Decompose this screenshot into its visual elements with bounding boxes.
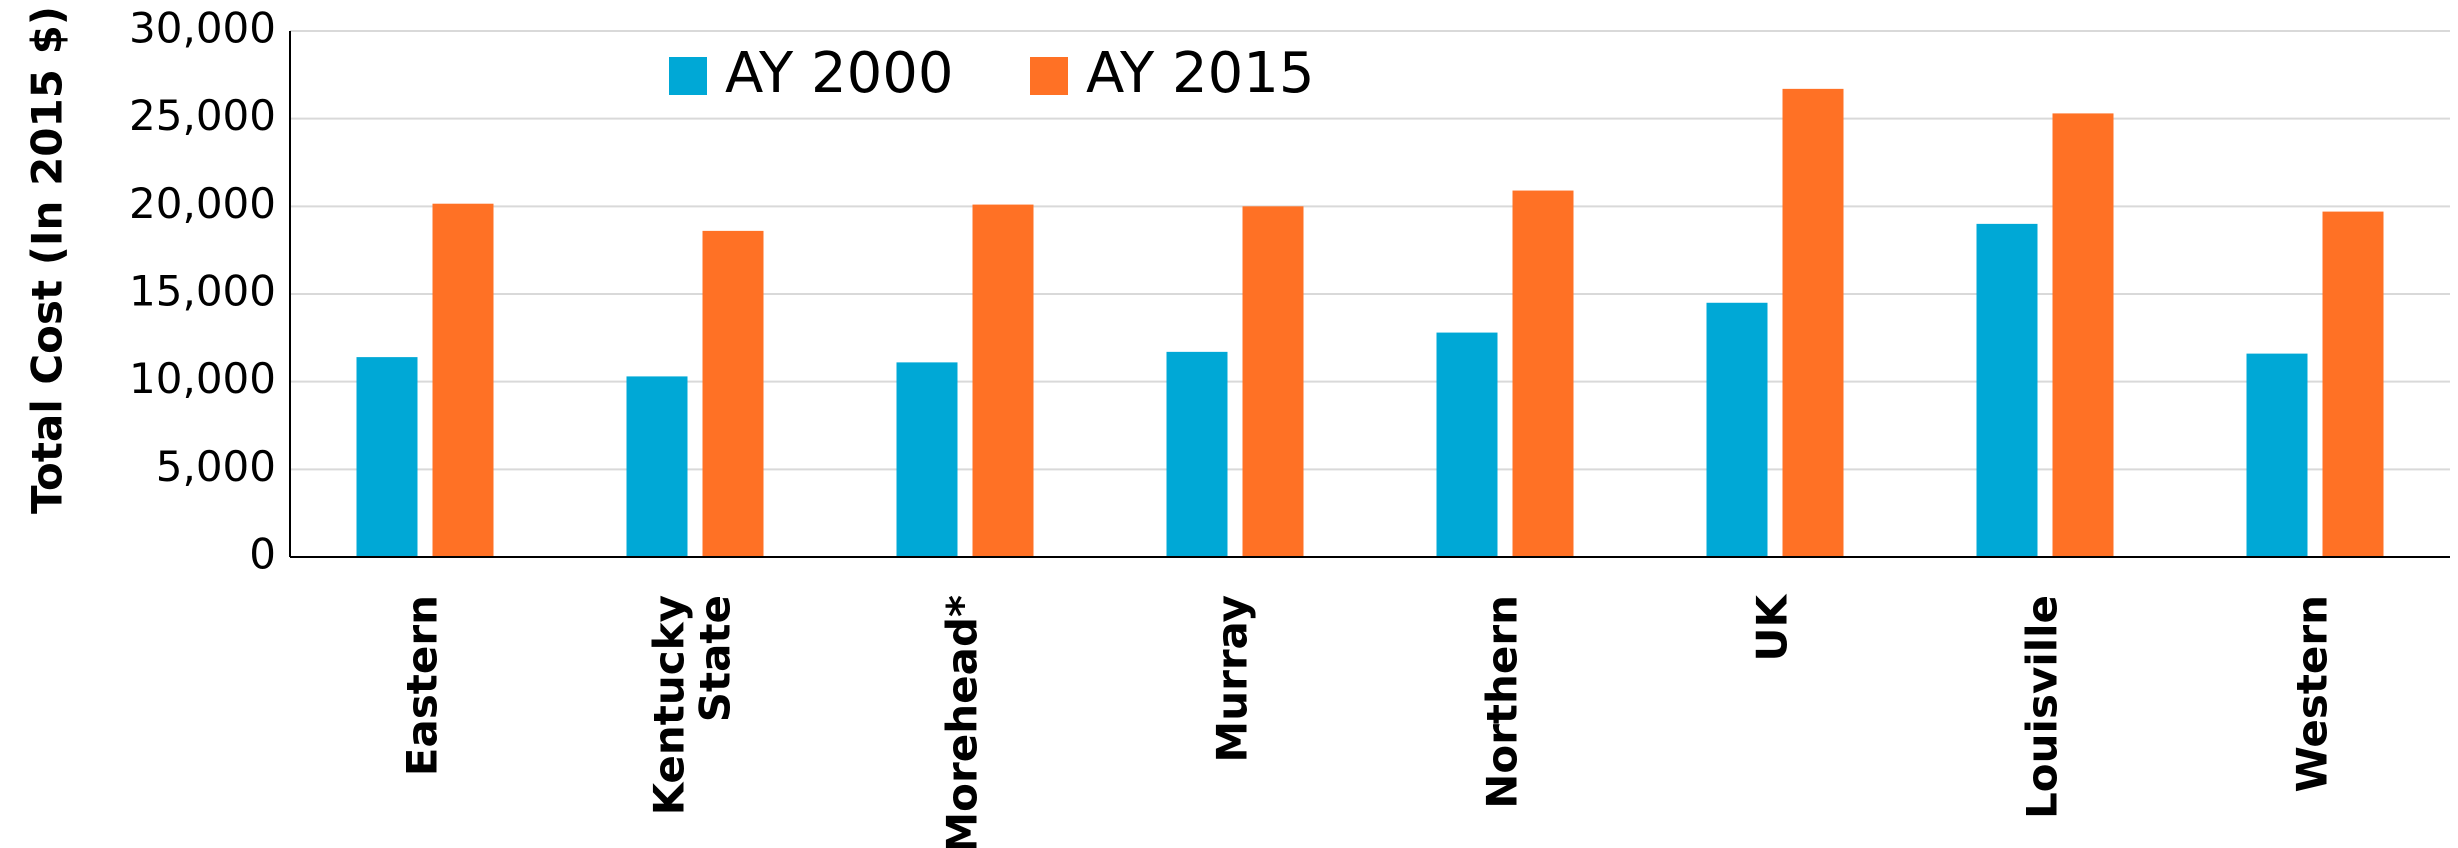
x-tick-label: Northern [1478,595,1527,809]
bar [1436,332,1498,557]
bar [972,204,1034,557]
legend-swatch [1030,57,1068,95]
bar [1976,223,2038,557]
y-axis-title: Total Cost (In 2015 $) [23,6,72,514]
bar [1166,351,1228,557]
bar [1512,190,1574,557]
x-tick-label: Morehead* [938,595,987,848]
y-tick-label: 20,000 [129,179,276,228]
bar [432,203,494,557]
bar [626,376,688,557]
x-tick-label: Western [2288,595,2337,793]
bar [2246,353,2308,557]
legend-label: AY 2000 [725,41,953,106]
x-tick-label: Murray [1208,595,1257,763]
y-tick-label: 10,000 [129,354,276,403]
y-tick-label: 25,000 [129,91,276,140]
bar [356,357,418,557]
bar [2322,211,2384,558]
y-tick-label: 5,000 [156,442,276,491]
x-tick-label: Eastern [398,595,447,776]
y-tick-label: 30,000 [129,4,276,53]
legend-label: AY 2015 [1086,41,1314,106]
bar [896,362,958,557]
bar [702,230,764,557]
bar [1782,88,1844,558]
x-tick-label: KentuckyState [645,595,740,815]
legend-swatch [669,57,707,95]
y-tick-label: 0 [249,530,276,579]
y-tick-label: 15,000 [129,267,276,316]
bar [1706,302,1768,557]
x-tick-label: Louisville [2018,595,2067,819]
bar [1242,206,1304,558]
bar [2052,113,2114,557]
x-tick-label: UK [1748,594,1797,662]
